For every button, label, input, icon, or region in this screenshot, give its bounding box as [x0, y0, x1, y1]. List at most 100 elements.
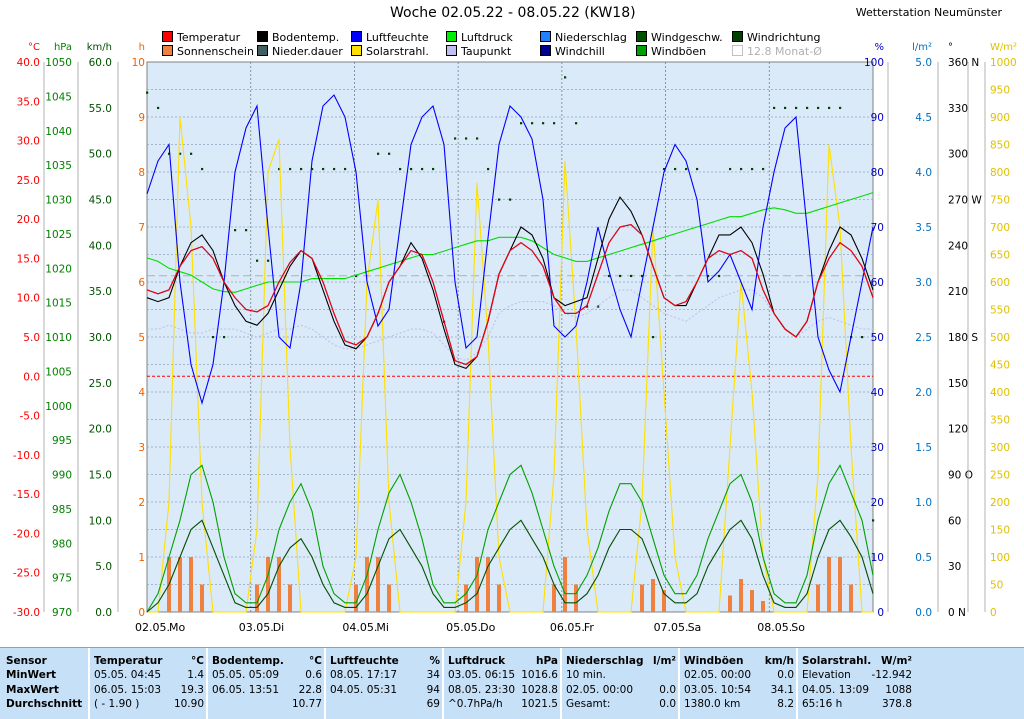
sunshine-bar [189, 557, 193, 612]
stats-cell-value: 1028.8 [521, 683, 558, 696]
sunshine-bar [464, 584, 468, 612]
wind-direction-point [619, 274, 622, 278]
legend-entry: Solarstrahl. [351, 45, 429, 58]
solar-tick-label: 50 [990, 580, 1003, 592]
stats-cell-value: 0.6 [305, 669, 322, 682]
wind-direction-point [509, 198, 512, 201]
pressure-tick-label: 975 [52, 573, 72, 585]
direction-tick-label: 210 [948, 286, 968, 298]
pressure-tick-label: 1040 [45, 126, 72, 138]
stats-cell-when: 03.05. 06:15 [448, 669, 515, 682]
sunshine-bar [486, 557, 490, 612]
sunshine-tick-label: 7 [138, 222, 145, 234]
legend-swatch [446, 31, 457, 42]
legend-entry: Nieder.dauer [257, 45, 343, 58]
stats-cell-value: 8.2 [777, 697, 794, 710]
legend-label: 12.8 Monat-Ø [747, 45, 822, 58]
stats-cell-value: 22.8 [298, 683, 322, 696]
pressure-tick-label: 970 [52, 607, 72, 619]
legend-swatch [162, 31, 173, 42]
pressure-tick-label: 1030 [45, 195, 72, 207]
rain-tick-label: 1.0 [915, 497, 932, 509]
wind-direction-point [300, 167, 303, 171]
direction-tick-label: 90 O [948, 470, 973, 482]
stats-separator [206, 648, 208, 719]
temperature-tick-label: 30.0 [17, 136, 40, 148]
sunshine-bar [178, 557, 182, 612]
solar-tick-label: 500 [990, 332, 1010, 344]
wind-direction-point [234, 229, 237, 232]
legend-swatch [351, 31, 362, 42]
stats-separator [678, 648, 680, 719]
pressure-tick-label: 980 [52, 538, 72, 550]
sunshine-bar [354, 584, 358, 612]
stats-cell-when: Gesamt: [566, 697, 611, 710]
wind-direction-point [168, 152, 171, 155]
wind-direction-point [531, 122, 534, 125]
sunshine-bar [277, 557, 281, 612]
sunshine-bar [739, 579, 743, 612]
stats-header: Solarstrahl. W/m² [802, 654, 912, 668]
wind-direction-point [641, 274, 644, 278]
stats-header-title: Luftfeuchte [330, 655, 399, 667]
wind-direction-point [410, 167, 413, 171]
stats-column: Temperatur °C 05.05. 04:45 1.4 06.05. 15:03 1… [94, 654, 204, 711]
x-tick-label: 02.05. [135, 621, 170, 634]
sunshine-bar [387, 584, 391, 612]
wind-direction-point [245, 229, 248, 232]
stats-row: 08.05. 17:17 34 [330, 668, 440, 682]
wind-direction-point [179, 152, 182, 155]
stats-cell-value: 10.77 [291, 697, 322, 710]
wind-direction-point [190, 152, 193, 155]
wind-tick-label: 5.0 [95, 561, 112, 573]
pressure-tick-label: 1010 [45, 332, 72, 344]
direction-tick-label: 180 S [948, 332, 978, 344]
wind-direction-point [388, 152, 391, 155]
wind-direction-point [773, 106, 776, 110]
stats-row: 03.05. 10:54 34.1 [684, 683, 794, 697]
wind-direction-point [674, 167, 677, 171]
wind-direction-point [861, 336, 864, 339]
stats-row-label: MinWert [6, 669, 57, 682]
x-tick-label: Fr [584, 621, 595, 634]
stats-header-title: Niederschlag [566, 655, 644, 667]
stats-header: Bodentemp. °C [212, 654, 322, 668]
sunshine-bar [574, 584, 578, 612]
wind-direction-point [333, 167, 336, 171]
sunshine-bar [255, 584, 259, 612]
rain-tick-label: 5.0 [915, 57, 932, 69]
wind-tick-label: 60.0 [89, 57, 112, 69]
stats-column: Niederschlag l/m² 10 min. 02.05. 00:00 0.0 Ge… [566, 654, 676, 711]
legend-swatch [162, 45, 173, 56]
x-tick-label: 08.05. [757, 621, 792, 634]
stats-cell-value: 19.3 [180, 683, 204, 696]
rain-tick-label: 3.5 [915, 222, 932, 234]
legend-swatch [257, 31, 268, 42]
legend-label: Solarstrahl. [366, 45, 429, 58]
wind-direction-point [839, 106, 842, 110]
humidity-tick-label: 50 [871, 332, 884, 344]
sunshine-bar [827, 557, 831, 612]
stats-header-unit: % [429, 655, 440, 667]
stats-column: Bodentemp. °C 05.05. 05:09 0.6 06.05. 13:51 2… [212, 654, 322, 710]
temperature-axis-unit: °C [28, 42, 40, 53]
legend-label: Taupunkt [461, 45, 512, 58]
wind-direction-point [344, 167, 347, 171]
wind-direction-point [454, 137, 457, 140]
stats-cell-value: 1.4 [187, 669, 204, 682]
stats-cell-when: 06.05. 15:03 [94, 683, 161, 696]
sunshine-bar [497, 584, 501, 612]
stats-table: Sensor MinWert MaxWert Durchschnitt Temperat… [0, 647, 1024, 719]
stats-row: 10 min. [566, 668, 676, 682]
wind-direction-point [377, 152, 380, 155]
direction-tick-label: 30 [948, 561, 961, 573]
wind-direction-point [201, 167, 204, 171]
temperature-tick-label: 0.0 [23, 371, 40, 383]
solar-tick-label: 0 [990, 607, 997, 619]
stats-cell-when: 65:16 h [802, 697, 843, 710]
stats-row: Elevation -12.942 [802, 668, 912, 682]
stats-cell-value: 94 [426, 683, 440, 696]
stats-header-unit: °C [191, 655, 204, 667]
wind-direction-point [212, 336, 215, 339]
wind-direction-point [685, 167, 688, 171]
